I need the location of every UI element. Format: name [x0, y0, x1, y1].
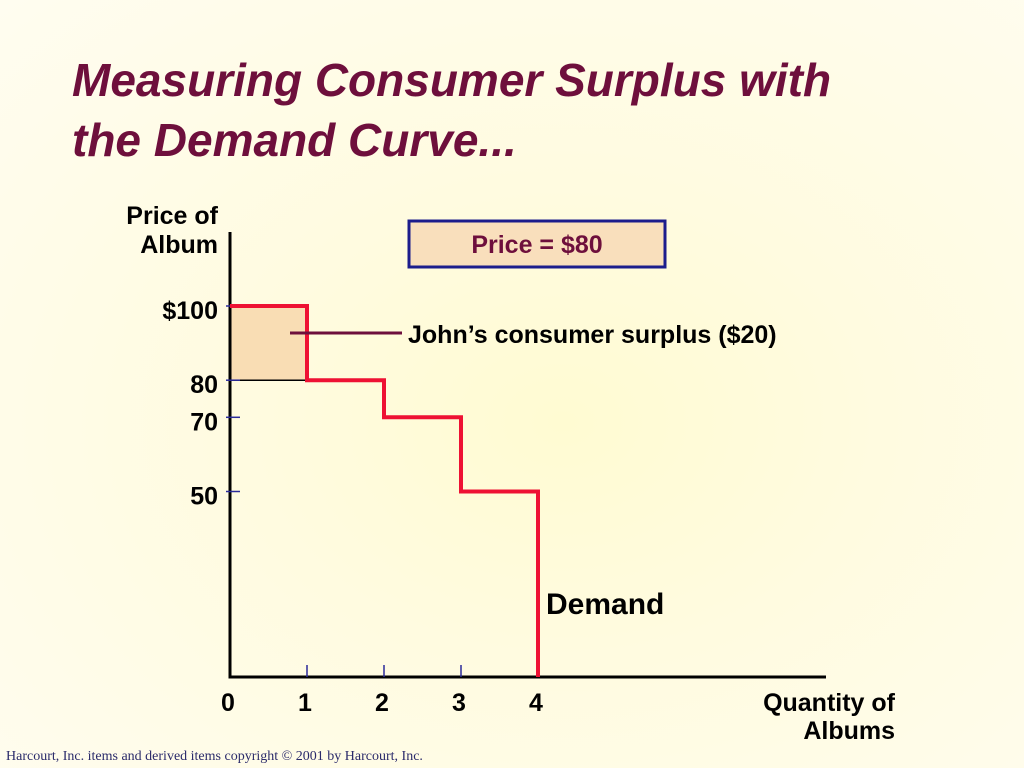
copyright-footer: Harcourt, Inc. items and derived items c…: [6, 749, 423, 764]
x-tick-label: 3: [452, 689, 466, 717]
price-box: [407, 219, 667, 269]
slide-title-line-1: Measuring Consumer Surplus with: [72, 54, 832, 106]
x-axis-label-line-1: Quantity of: [763, 689, 896, 717]
y-axis-label-line-1: Price of: [126, 202, 218, 230]
slide-title-line-2: the Demand Curve...: [72, 114, 517, 166]
y-tick-label: $100: [162, 297, 218, 325]
x-tick-label: 0: [221, 689, 235, 717]
price-box-label: Price = $80: [471, 231, 602, 259]
y-tick-label: 50: [190, 483, 218, 511]
demand-series-label: Demand: [546, 588, 664, 621]
slide-title: Measuring Consumer Surplus with the Dema…: [72, 50, 992, 170]
x-tick-label: 2: [375, 689, 389, 717]
demand-curve: [230, 304, 540, 677]
surplus-label: John’s consumer surplus ($20): [408, 321, 777, 349]
x-tick-label: 1: [298, 689, 312, 717]
consumer-surplus-area: [230, 306, 307, 381]
x-axis-label-line-2: Albums: [803, 717, 895, 745]
x-tick-label: 4: [529, 689, 543, 717]
y-tick-label: 80: [190, 371, 218, 399]
y-tick-label: 70: [190, 408, 218, 436]
y-axis-label-line-2: Album: [140, 231, 218, 259]
